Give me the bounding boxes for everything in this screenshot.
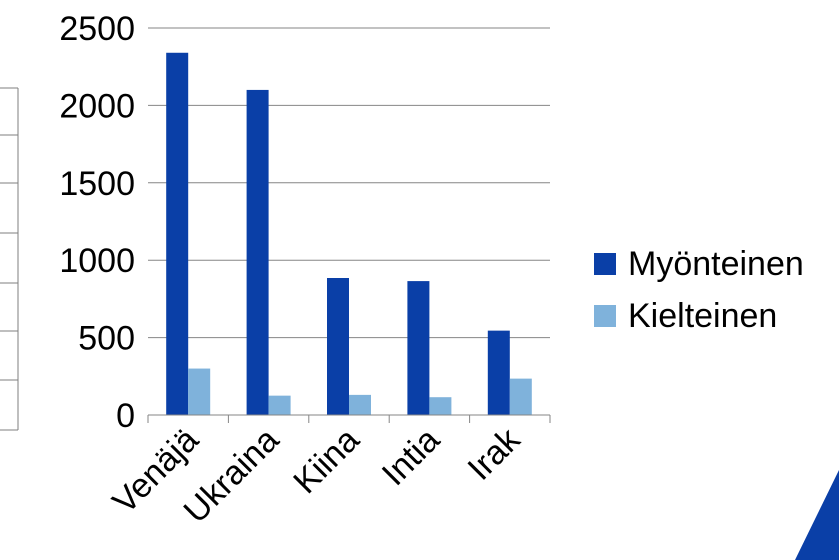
y-tick-label: 1000 (59, 242, 135, 280)
legend-item-kielteinen: Kielteinen (594, 290, 804, 342)
y-tick-label: 2000 (59, 87, 135, 125)
legend-label-myonteinen: Myönteinen (628, 244, 804, 283)
bar-myonteinen-0 (166, 52, 189, 415)
bar-kielteinen-0 (188, 368, 211, 415)
bar-myonteinen-4 (487, 330, 510, 415)
legend-item-myonteinen: Myönteinen (594, 238, 804, 290)
x-category-label: Irak (461, 420, 529, 488)
corner-decoration (795, 470, 839, 560)
legend-swatch-myonteinen (594, 253, 616, 275)
y-tick-label: 2500 (59, 10, 135, 48)
bar-kielteinen-3 (429, 397, 452, 415)
x-category-label: Kiina (286, 421, 366, 501)
y-axis-tick-labels: 0 500 1000 1500 2000 2500 (59, 10, 135, 435)
bar-myonteinen-1 (246, 89, 269, 416)
bar-kielteinen-2 (349, 394, 371, 415)
bar-myonteinen-2 (327, 278, 349, 415)
y-tick-label: 500 (78, 320, 135, 358)
bars (166, 52, 532, 416)
left-edge-decoration (0, 87, 19, 431)
bar-myonteinen-3 (407, 281, 430, 415)
bar-kielteinen-1 (268, 395, 291, 415)
gridlines (148, 27, 550, 339)
y-tick-label: 0 (116, 397, 135, 435)
y-tick-label: 1500 (59, 165, 135, 203)
legend: Myönteinen Kielteinen (594, 238, 804, 342)
x-axis (147, 414, 551, 423)
x-category-label: Intia (375, 421, 447, 493)
bar-kielteinen-4 (509, 378, 532, 415)
legend-label-kielteinen: Kielteinen (628, 296, 778, 335)
legend-swatch-kielteinen (594, 305, 616, 327)
